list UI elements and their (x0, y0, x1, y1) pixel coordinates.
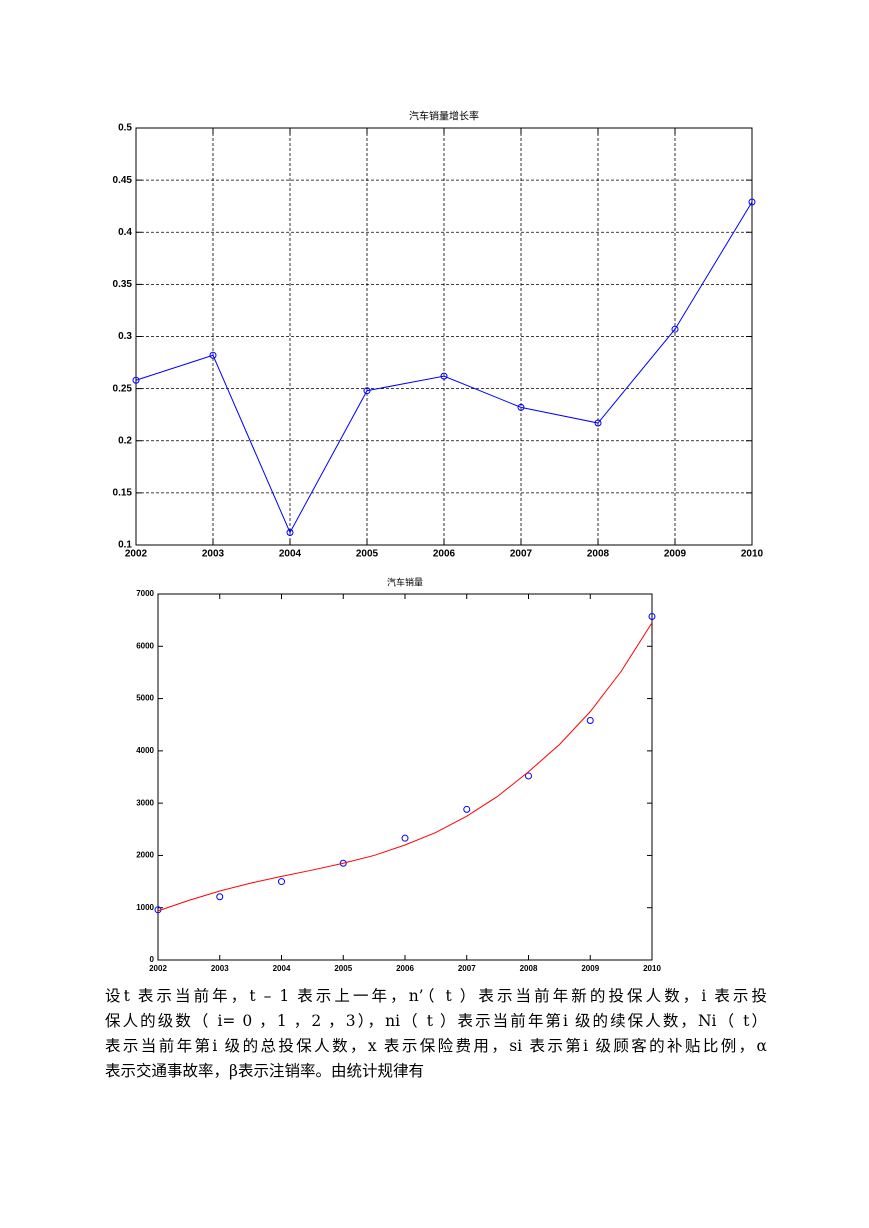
x-tick-label: 2010 (741, 549, 764, 560)
data-line (135, 201, 753, 534)
data-line (157, 622, 653, 912)
y-tick-label: 0.35 (113, 279, 133, 290)
text-line: 保人的级数（ i= 0 ，1 ，2 ，3），ni（ t ）表示当前年第i 级的续… (105, 1012, 767, 1030)
data-point (401, 834, 409, 842)
x-tick-label: 2006 (396, 964, 414, 973)
x-tick-label: 2003 (211, 964, 229, 973)
y-tick-label: 0.1 (118, 540, 132, 551)
x-tick-label: 2007 (510, 549, 533, 560)
y-tick-label: 0.25 (113, 383, 133, 394)
data-point (286, 528, 294, 536)
y-tick-label: 0 (150, 955, 155, 964)
data-point (748, 198, 756, 206)
data-point (363, 387, 371, 395)
paragraph: 设t 表示当前年，t – 1 表示上一年，n’（ t ）表示当前年新的投保人数，… (105, 984, 767, 1084)
data-point (339, 859, 347, 867)
data-point (440, 372, 448, 380)
x-tick-label: 2005 (334, 964, 352, 973)
y-tick-label: 5000 (136, 694, 154, 703)
x-tick-label: 2004 (279, 549, 302, 560)
x-tick-label: 2003 (202, 549, 225, 560)
data-point (278, 878, 285, 886)
chart-title: 汽车销量增长率 (409, 110, 479, 123)
data-point (586, 717, 594, 725)
x-tick-label: 2004 (273, 964, 291, 973)
y-tick-label: 3000 (136, 798, 154, 807)
x-tick-label: 2007 (458, 964, 476, 973)
x-tick-label: 2006 (433, 549, 456, 560)
plot-frame (157, 593, 653, 961)
data-point (648, 612, 656, 620)
y-tick-label: 4000 (136, 746, 154, 755)
x-tick-label: 2002 (149, 964, 167, 973)
data-point (594, 419, 602, 427)
data-point (525, 772, 532, 780)
data-point (216, 893, 224, 901)
data-point (671, 325, 679, 333)
x-tick-label: 2009 (581, 964, 599, 973)
x-tick-label: 2008 (520, 964, 538, 973)
x-tick-label: 2008 (587, 549, 610, 560)
y-tick-label: 0.3 (118, 331, 132, 342)
data-point (463, 805, 471, 813)
charts: 汽车销量增长率 2002 2003 2004 2005 2006 2007 2008 2009 2… (113, 110, 764, 973)
y-tick-label: 0.5 (118, 123, 132, 134)
x-tick-label: 2009 (664, 549, 687, 560)
chart-title: 汽车销量 (387, 576, 423, 587)
data-point (209, 351, 217, 359)
y-tick-label: 1000 (136, 903, 154, 912)
x-tick-label: 2005 (356, 549, 379, 560)
y-tick-label: 6000 (136, 641, 154, 650)
y-tick-label: 2000 (136, 851, 154, 860)
text-line: 表示当前年第i 级的总投保人数，x 表示保险费用，si 表示第i 级顾客的补贴比… (105, 1037, 767, 1055)
y-tick-label: 0.15 (113, 488, 133, 499)
y-tick-label: 0.45 (113, 175, 133, 186)
x-tick-label: 2010 (643, 964, 661, 973)
data-point (517, 403, 525, 411)
y-tick-label: 7000 (136, 589, 154, 598)
text-line: 设t 表示当前年，t – 1 表示上一年，n’（ t ）表示当前年新的投保人数，… (105, 987, 767, 1005)
x-tick-label: 2002 (125, 549, 148, 560)
y-tick-label: 0.4 (118, 227, 132, 238)
data-point (132, 376, 140, 384)
y-tick-label: 0.2 (118, 435, 132, 446)
text-line: 表示交通事故率，β表示注销率。由统计规律有 (105, 1062, 424, 1080)
